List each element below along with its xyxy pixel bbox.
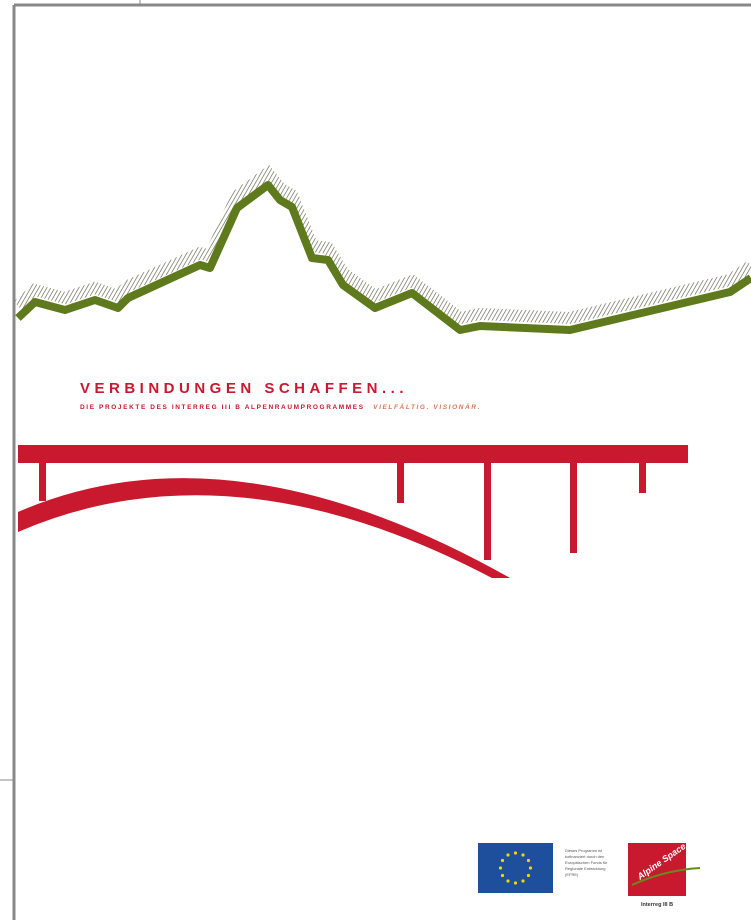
- alpine-space-logo: Alpine Space Interreg III B: [628, 841, 701, 908]
- eu-flag: [478, 843, 553, 893]
- eu-star: [526, 858, 531, 863]
- eu-star: [513, 851, 518, 855]
- eu-text-line: Regionale Entwicklung: [565, 866, 605, 871]
- eu-text-line: kofinanziert durch den: [565, 854, 604, 859]
- bridge: [18, 445, 688, 578]
- eu-star: [513, 881, 518, 885]
- subtitle-emphasis: VIELFÄLTIG. VISIONÄR.: [373, 403, 481, 411]
- bridge-post: [484, 463, 491, 560]
- title: VERBINDUNGEN SCHAFFEN...: [80, 380, 408, 397]
- subtitle-line: DIE PROJEKTE DES INTERREG III B ALPENRAU…: [80, 396, 481, 413]
- eu-text-line: Europäischen Fonds für: [565, 860, 608, 865]
- eu-star: [506, 853, 510, 857]
- interreg-label: Interreg III B: [641, 902, 673, 908]
- eu-text-line: (EFRE): [565, 872, 579, 877]
- eu-star: [506, 879, 510, 883]
- bridge-post: [639, 463, 646, 493]
- bridge-post: [397, 463, 404, 503]
- bridge-post: [39, 463, 46, 501]
- eu-star: [528, 866, 533, 870]
- eu-logo: [478, 843, 553, 893]
- logo-swoosh: [631, 867, 701, 886]
- alpine-space-box: [628, 843, 686, 896]
- eu-star: [498, 866, 503, 870]
- bridge-arch: [18, 478, 510, 578]
- eu-star: [521, 879, 525, 883]
- bridge-deck: [18, 445, 688, 463]
- eu-star: [500, 858, 505, 863]
- eu-star: [500, 873, 505, 878]
- eu-star: [521, 853, 525, 857]
- eu-text-line: Dieses Programm ist: [565, 848, 603, 853]
- mountain-hatch: [13, 164, 751, 325]
- bridge-post: [570, 463, 577, 553]
- subtitle: DIE PROJEKTE DES INTERREG III B ALPENRAU…: [80, 404, 365, 411]
- eu-star: [526, 873, 531, 878]
- mountain-line: [15, 181, 751, 334]
